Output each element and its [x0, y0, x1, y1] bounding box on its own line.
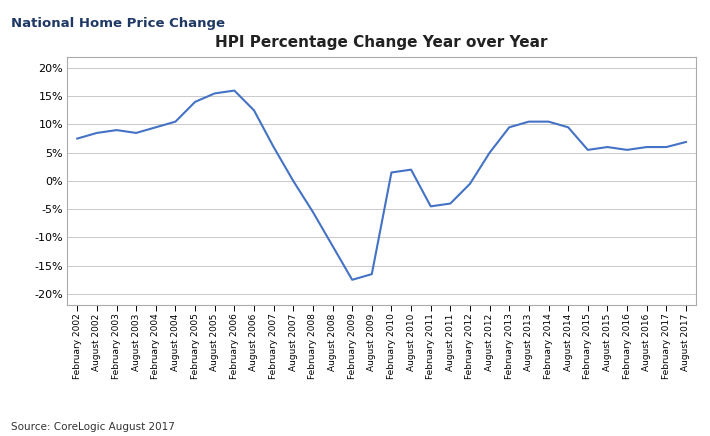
Including Distressed Sales — [112, 127, 121, 133]
Including Distressed Sales — [151, 125, 160, 130]
Text: National Home Price Change: National Home Price Change — [11, 17, 224, 31]
Line: Including Distressed Sales: Including Distressed Sales — [77, 91, 686, 280]
Text: Source: CoreLogic August 2017: Source: CoreLogic August 2017 — [11, 422, 175, 432]
Including Distressed Sales — [348, 277, 356, 283]
Including Distressed Sales — [132, 130, 141, 136]
Including Distressed Sales — [525, 119, 533, 124]
Including Distressed Sales — [662, 144, 671, 150]
Including Distressed Sales — [191, 99, 200, 105]
Including Distressed Sales — [171, 119, 180, 124]
Including Distressed Sales — [368, 272, 376, 277]
Including Distressed Sales — [309, 209, 317, 215]
Including Distressed Sales — [584, 147, 592, 153]
Including Distressed Sales — [446, 201, 454, 206]
Including Distressed Sales — [643, 144, 651, 150]
Including Distressed Sales — [250, 108, 258, 113]
Including Distressed Sales — [427, 204, 435, 209]
Including Distressed Sales — [623, 147, 631, 153]
Including Distressed Sales — [387, 170, 395, 175]
Including Distressed Sales — [682, 140, 690, 145]
Including Distressed Sales — [505, 125, 513, 130]
Including Distressed Sales — [545, 119, 553, 124]
Title: HPI Percentage Change Year over Year: HPI Percentage Change Year over Year — [215, 35, 548, 50]
Including Distressed Sales — [210, 91, 219, 96]
Including Distressed Sales — [407, 167, 415, 172]
Including Distressed Sales — [73, 136, 82, 141]
Including Distressed Sales — [328, 243, 337, 249]
Including Distressed Sales — [564, 125, 572, 130]
Including Distressed Sales — [486, 150, 494, 155]
Including Distressed Sales — [92, 130, 101, 136]
Including Distressed Sales — [466, 181, 474, 186]
Including Distressed Sales — [289, 178, 297, 184]
Including Distressed Sales — [230, 88, 239, 93]
Including Distressed Sales — [604, 144, 612, 150]
Including Distressed Sales — [269, 144, 278, 150]
